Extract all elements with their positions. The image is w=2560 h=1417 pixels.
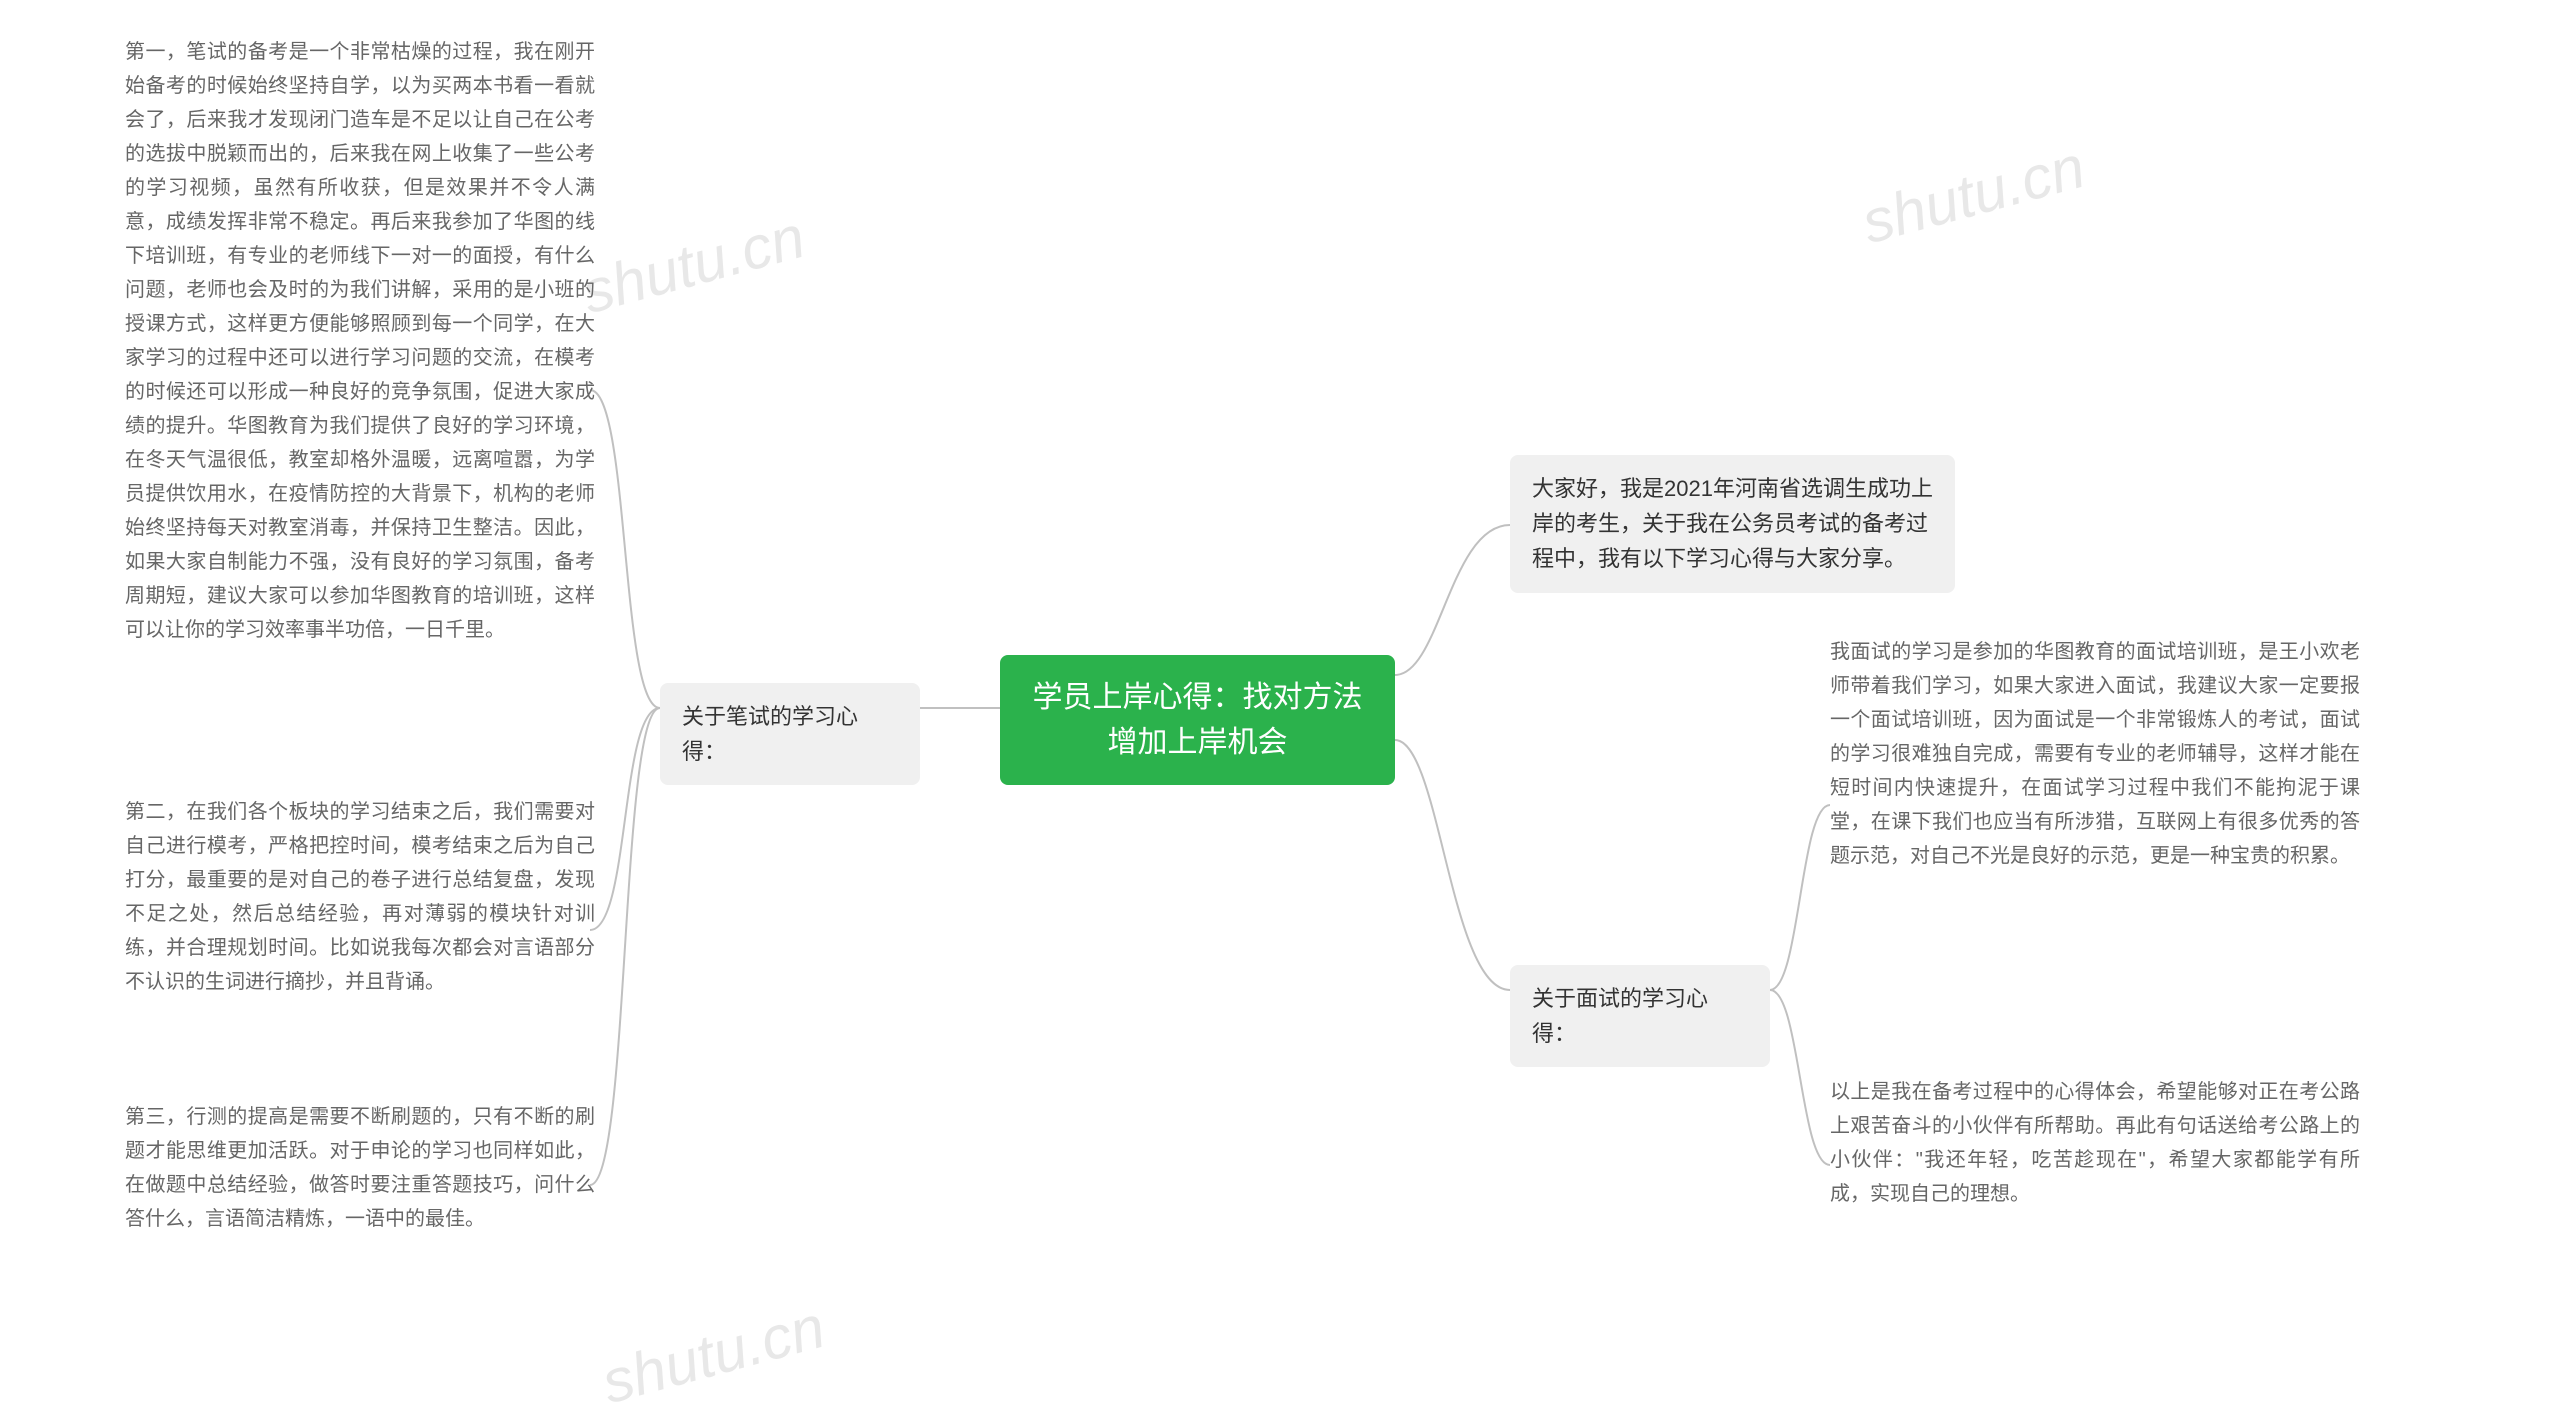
written-leaf-1: 第一，笔试的备考是一个非常枯燥的过程，我在刚开始备考的时候始终坚持自学，以为买两… [125, 35, 595, 647]
watermark: shutu.cn [595, 1292, 832, 1417]
intro-node[interactable]: 大家好，我是2021年河南省选调生成功上岸的考生，关于我在公务员考试的备考过程中… [1510, 455, 1955, 593]
watermark: shutu.cn [1855, 132, 2092, 257]
watermark: shutu.cn [575, 202, 812, 327]
interview-leaf-1: 我面试的学习是参加的华图教育的面试培训班，是王小欢老师带着我们学习，如果大家进入… [1830, 635, 2360, 873]
interview-branch-label[interactable]: 关于面试的学习心得： [1510, 965, 1770, 1067]
center-node[interactable]: 学员上岸心得：找对方法增加上岸机会 [1000, 655, 1395, 785]
written-leaf-3: 第三，行测的提高是需要不断刷题的，只有不断的刷题才能思维更加活跃。对于申论的学习… [125, 1100, 595, 1236]
written-branch-label[interactable]: 关于笔试的学习心得： [660, 683, 920, 785]
written-leaf-2: 第二，在我们各个板块的学习结束之后，我们需要对自己进行模考，严格把控时间，模考结… [125, 795, 595, 999]
interview-leaf-2: 以上是我在备考过程中的心得体会，希望能够对正在考公路上艰苦奋斗的小伙伴有所帮助。… [1830, 1075, 2360, 1211]
